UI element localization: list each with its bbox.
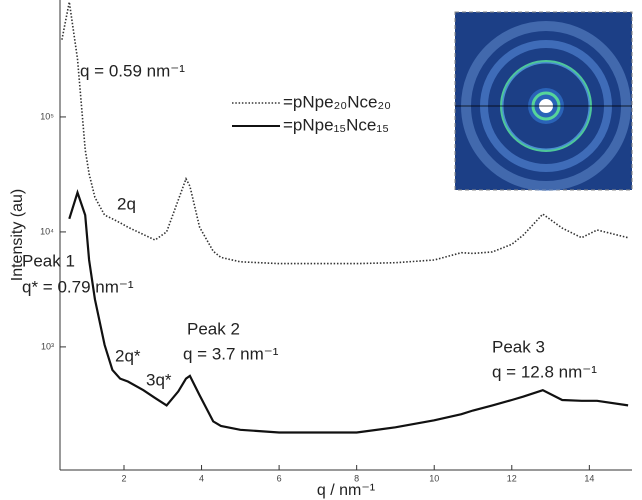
annotation: q = 0.59 nm⁻¹: [80, 61, 185, 80]
inset-pattern: [455, 12, 632, 190]
chart: Intensity (au) q / nm⁻¹ 246810121410³10⁴…: [0, 0, 642, 500]
annotation: 3q*: [146, 370, 172, 389]
annotation: q = 12.8 nm⁻¹: [492, 362, 597, 381]
x-tick-label: 14: [584, 473, 594, 483]
x-tick-label: 8: [354, 473, 359, 483]
annotation: Peak 1: [22, 251, 75, 270]
x-tick-label: 4: [199, 473, 204, 483]
annotation: 2q: [117, 194, 136, 213]
y-tick-label: 10³: [41, 341, 54, 351]
y-tick-label: 10⁴: [40, 226, 54, 236]
x-tick-label: 12: [507, 473, 517, 483]
series-line: [69, 193, 628, 433]
annotation: Peak 3: [492, 337, 545, 356]
x-tick-label: 10: [429, 473, 439, 483]
annotation: 2q*: [115, 346, 141, 365]
legend-label: =pNpe₂₀Nce₂₀: [283, 92, 391, 111]
annotation: Peak 2: [187, 319, 240, 338]
y-tick-label: 10⁵: [40, 111, 54, 121]
annotation: q* = 0.79 nm⁻¹: [22, 277, 134, 296]
x-tick-label: 2: [121, 473, 126, 483]
x-axis-label: q / nm⁻¹: [317, 482, 375, 499]
annotation: q = 3.7 nm⁻¹: [183, 344, 279, 363]
x-tick-label: 6: [277, 473, 282, 483]
legend-label: =pNpe₁₅Nce₁₅: [283, 115, 389, 134]
